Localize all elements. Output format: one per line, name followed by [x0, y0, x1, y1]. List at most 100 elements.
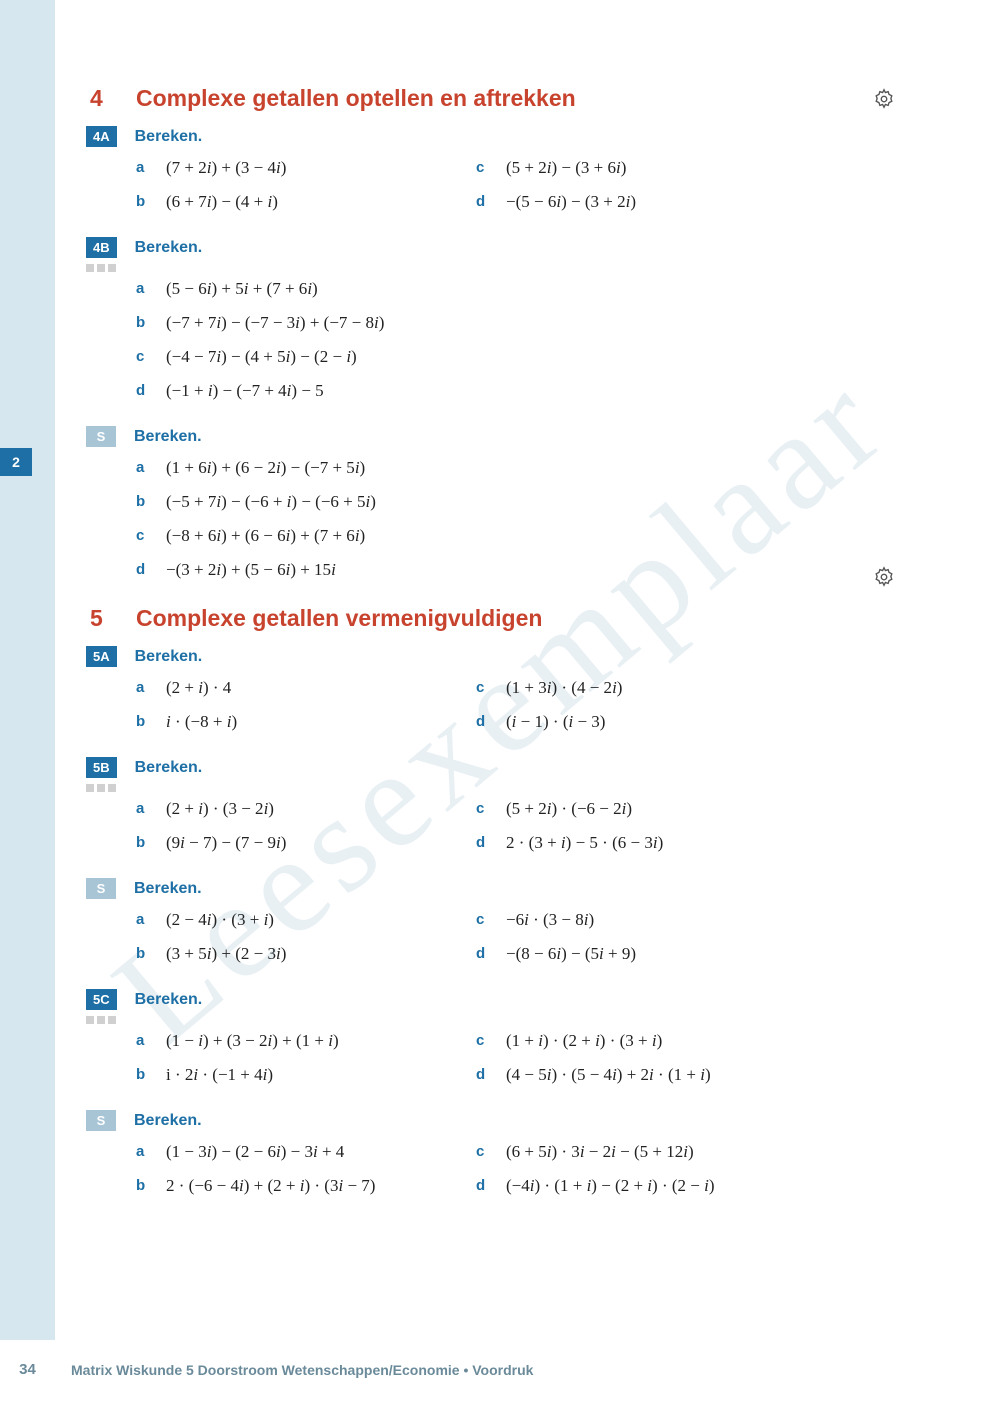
page-footer: 34 Matrix Wiskunde 5 Doorstroom Wetensch…	[0, 1361, 1000, 1378]
difficulty-dots	[86, 264, 940, 272]
exercise-badge: S	[86, 426, 116, 447]
math-expression: (9i − 7) − (7 − 9i)	[166, 830, 286, 856]
footer-book-title: Matrix Wiskunde 5 Doorstroom Wetenschapp…	[71, 1362, 533, 1378]
exercise-5C: 5C Bereken. a(1 − i) + (3 − 2i) + (1 + i…	[90, 989, 940, 1088]
section-title: Complexe getallen vermenigvuldigen	[136, 605, 542, 632]
exercise-badge: 4B	[86, 237, 117, 258]
exercise-instruction: Bereken.	[134, 428, 202, 446]
item-letter: a	[136, 455, 166, 481]
exercise-4B: 4B Bereken. a(5 − 6i) + 5i + (7 + 6i) b(…	[90, 237, 940, 404]
item-letter: b	[136, 1173, 166, 1199]
page-content: 4 Complexe getallen optellen en aftrekke…	[0, 0, 1000, 1199]
exercise-instruction: Bereken.	[135, 128, 203, 146]
math-expression: i · 2i · (−1 + 4i)	[166, 1062, 273, 1088]
item-letter: c	[136, 344, 166, 370]
item-letter: a	[136, 907, 166, 933]
math-expression: (3 + 5i) + (2 − 3i)	[166, 941, 286, 967]
item-letter: d	[476, 189, 506, 215]
math-expression: (2 + i) · 4	[166, 675, 231, 701]
math-expression: (−4 − 7i) − (4 + 5i) − (2 − i)	[166, 344, 357, 370]
item-letter: c	[476, 155, 506, 181]
gear-icon	[873, 566, 895, 593]
item-letter: d	[476, 1173, 506, 1199]
math-expression: (6 + 5i) · 3i − 2i − (5 + 12i)	[506, 1139, 694, 1165]
math-expression: (−4i) · (1 + i) − (2 + i) · (2 − i)	[506, 1173, 715, 1199]
exercise-badge: S	[86, 878, 116, 899]
item-letter: a	[136, 155, 166, 181]
item-letter: d	[136, 557, 166, 583]
math-expression: (−8 + 6i) + (6 − 6i) + (7 + 6i)	[166, 523, 365, 549]
exercise-badge: 5A	[86, 646, 117, 667]
exercise-5S1: S Bereken. a(2 − 4i) · (3 + i) c−6i · (3…	[90, 878, 940, 967]
exercise-5A: 5A Bereken. a(2 + i) · 4 c(1 + 3i) · (4 …	[90, 646, 940, 735]
item-letter: d	[136, 378, 166, 404]
math-expression: i · (−8 + i)	[166, 709, 237, 735]
section-4-heading: 4 Complexe getallen optellen en aftrekke…	[90, 85, 940, 112]
item-letter: c	[476, 675, 506, 701]
difficulty-dots	[86, 784, 940, 792]
item-letter: b	[136, 709, 166, 735]
math-expression: (4 − 5i) · (5 − 4i) + 2i · (1 + i)	[506, 1062, 711, 1088]
item-letter: d	[476, 830, 506, 856]
math-expression: (7 + 2i) + (3 − 4i)	[166, 155, 286, 181]
page-number: 34	[0, 1361, 55, 1378]
section-5-heading: 5 Complexe getallen vermenigvuldigen	[90, 605, 940, 632]
item-letter: c	[476, 1139, 506, 1165]
exercise-badge: 5C	[86, 989, 117, 1010]
item-letter: a	[136, 796, 166, 822]
item-letter: b	[136, 489, 166, 515]
math-expression: −6i · (3 − 8i)	[506, 907, 594, 933]
math-expression: 2 · (3 + i) − 5 · (6 − 3i)	[506, 830, 663, 856]
math-expression: (1 − 3i) − (2 − 6i) − 3i + 4	[166, 1139, 344, 1165]
exercise-instruction: Bereken.	[134, 1112, 202, 1130]
math-expression: (−1 + i) − (−7 + 4i) − 5	[166, 378, 324, 404]
math-expression: (5 + 2i) − (3 + 6i)	[506, 155, 626, 181]
section-number: 5	[90, 605, 136, 632]
section-number: 4	[90, 85, 136, 112]
exercise-badge: 5B	[86, 757, 117, 778]
gear-icon	[873, 88, 895, 115]
exercise-badge: 4A	[86, 126, 117, 147]
exercise-instruction: Bereken.	[135, 759, 203, 777]
item-letter: c	[476, 907, 506, 933]
exercise-instruction: Bereken.	[135, 239, 203, 257]
item-letter: d	[476, 1062, 506, 1088]
item-letter: d	[476, 709, 506, 735]
item-letter: b	[136, 189, 166, 215]
exercise-instruction: Bereken.	[135, 648, 203, 666]
math-expression: (1 − i) + (3 − 2i) + (1 + i)	[166, 1028, 339, 1054]
exercise-instruction: Bereken.	[135, 991, 203, 1009]
math-expression: (i − 1) · (i − 3)	[506, 709, 605, 735]
item-letter: c	[136, 523, 166, 549]
item-letter: b	[136, 310, 166, 336]
item-letter: c	[476, 1028, 506, 1054]
math-expression: (2 − 4i) · (3 + i)	[166, 907, 274, 933]
item-letter: b	[136, 1062, 166, 1088]
exercise-5S2: S Bereken. a(1 − 3i) − (2 − 6i) − 3i + 4…	[90, 1110, 940, 1199]
difficulty-dots	[86, 1016, 940, 1024]
item-letter: c	[476, 796, 506, 822]
math-expression: −(8 − 6i) − (5i + 9)	[506, 941, 636, 967]
math-expression: (5 − 6i) + 5i + (7 + 6i)	[166, 276, 318, 302]
math-expression: (2 + i) · (3 − 2i)	[166, 796, 274, 822]
exercise-4S: S Bereken. a(1 + 6i) + (6 − 2i) − (−7 + …	[90, 426, 940, 583]
section-title: Complexe getallen optellen en aftrekken	[136, 85, 576, 112]
math-expression: (−5 + 7i) − (−6 + i) − (−6 + 5i)	[166, 489, 376, 515]
item-letter: b	[136, 941, 166, 967]
item-letter: b	[136, 830, 166, 856]
math-expression: (1 + i) · (2 + i) · (3 + i)	[506, 1028, 662, 1054]
math-expression: (1 + 3i) · (4 − 2i)	[506, 675, 622, 701]
math-expression: −(5 − 6i) − (3 + 2i)	[506, 189, 636, 215]
item-letter: a	[136, 1028, 166, 1054]
exercise-instruction: Bereken.	[134, 880, 202, 898]
item-letter: a	[136, 1139, 166, 1165]
math-expression: 2 · (−6 − 4i) + (2 + i) · (3i − 7)	[166, 1173, 375, 1199]
item-letter: a	[136, 276, 166, 302]
item-letter: d	[476, 941, 506, 967]
exercise-4A: 4A Bereken. a(7 + 2i) + (3 − 4i) c(5 + 2…	[90, 126, 940, 215]
math-expression: −(3 + 2i) + (5 − 6i) + 15i	[166, 557, 336, 583]
exercise-badge: S	[86, 1110, 116, 1131]
math-expression: (−7 + 7i) − (−7 − 3i) + (−7 − 8i)	[166, 310, 384, 336]
math-expression: (1 + 6i) + (6 − 2i) − (−7 + 5i)	[166, 455, 365, 481]
math-expression: (5 + 2i) · (−6 − 2i)	[506, 796, 632, 822]
